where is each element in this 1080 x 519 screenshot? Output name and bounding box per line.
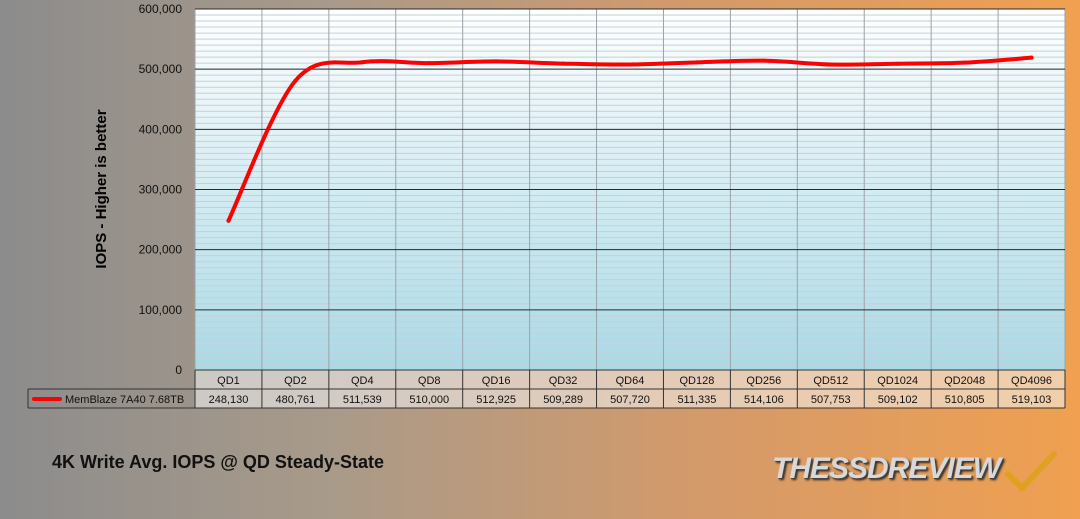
data-label: 514,106 bbox=[744, 394, 784, 406]
y-tick-label: 500,000 bbox=[139, 62, 183, 76]
y-tick-label: 100,000 bbox=[139, 303, 183, 317]
chart-title: 4K Write Avg. IOPS @ QD Steady-State bbox=[52, 452, 384, 472]
data-label: 510,805 bbox=[945, 394, 985, 406]
x-tick-label: QD4 bbox=[351, 375, 374, 387]
data-point bbox=[427, 61, 432, 66]
data-point bbox=[494, 59, 499, 64]
x-tick-label: QD256 bbox=[746, 375, 781, 387]
x-tick-label: QD1024 bbox=[877, 375, 918, 387]
data-point bbox=[1029, 55, 1034, 60]
x-tick-label: QD512 bbox=[813, 375, 848, 387]
x-tick-label: QD16 bbox=[482, 375, 511, 387]
ssd-review-logo: THESSDREVIEW bbox=[772, 448, 1062, 498]
x-tick-label: QD1 bbox=[217, 375, 240, 387]
data-label: 519,103 bbox=[1012, 394, 1052, 406]
data-label: 511,335 bbox=[677, 394, 716, 406]
data-label: 512,925 bbox=[476, 394, 516, 406]
y-tick-label: 200,000 bbox=[139, 243, 183, 257]
x-tick-label: QD2048 bbox=[944, 375, 985, 387]
data-label: 510,000 bbox=[409, 394, 449, 406]
data-point bbox=[360, 60, 365, 65]
y-tick-label: 600,000 bbox=[139, 2, 183, 16]
data-point bbox=[628, 62, 632, 67]
checkmark-icon bbox=[1005, 451, 1057, 491]
data-point bbox=[226, 218, 231, 223]
x-tick-label: QD64 bbox=[616, 375, 645, 387]
x-tick-label: QD4096 bbox=[1011, 375, 1052, 387]
x-tick-label: QD8 bbox=[418, 375, 441, 387]
data-point bbox=[962, 60, 967, 65]
data-point bbox=[694, 60, 699, 65]
y-tick-label: 400,000 bbox=[139, 122, 183, 136]
y-axis-ticks: 0 100,000 200,000 300,000 400,000 500,000 600,… bbox=[139, 2, 183, 377]
data-label: 480,761 bbox=[276, 394, 316, 406]
data-label: 509,102 bbox=[878, 394, 918, 406]
data-label: 248,130 bbox=[209, 394, 249, 406]
logo-text: THESSDREVIEW bbox=[772, 452, 1001, 485]
data-point bbox=[761, 58, 766, 63]
data-label: 511,539 bbox=[343, 394, 382, 406]
data-label: 509,289 bbox=[543, 394, 583, 406]
data-label: 507,720 bbox=[610, 394, 650, 406]
legend-series-name: MemBlaze 7A40 7.68TB bbox=[65, 394, 184, 406]
y-tick-label: 300,000 bbox=[139, 183, 183, 197]
y-tick-label: 0 bbox=[175, 363, 182, 377]
data-point bbox=[293, 78, 298, 83]
data-table: QD1 QD2 QD4 QD8 QD16 QD32 QD64 QD128 QD256 QD512 Q… bbox=[27, 369, 1066, 409]
data-label: 507,753 bbox=[811, 394, 851, 406]
x-tick-label: QD2 bbox=[284, 375, 307, 387]
series-points bbox=[226, 55, 1034, 223]
x-tick-label: QD128 bbox=[679, 375, 714, 387]
x-tick-label: QD32 bbox=[549, 375, 578, 387]
data-point bbox=[561, 61, 566, 66]
y-axis-label: IOPS - Higher is better bbox=[93, 109, 110, 268]
data-point bbox=[828, 62, 833, 67]
data-point bbox=[895, 61, 900, 66]
